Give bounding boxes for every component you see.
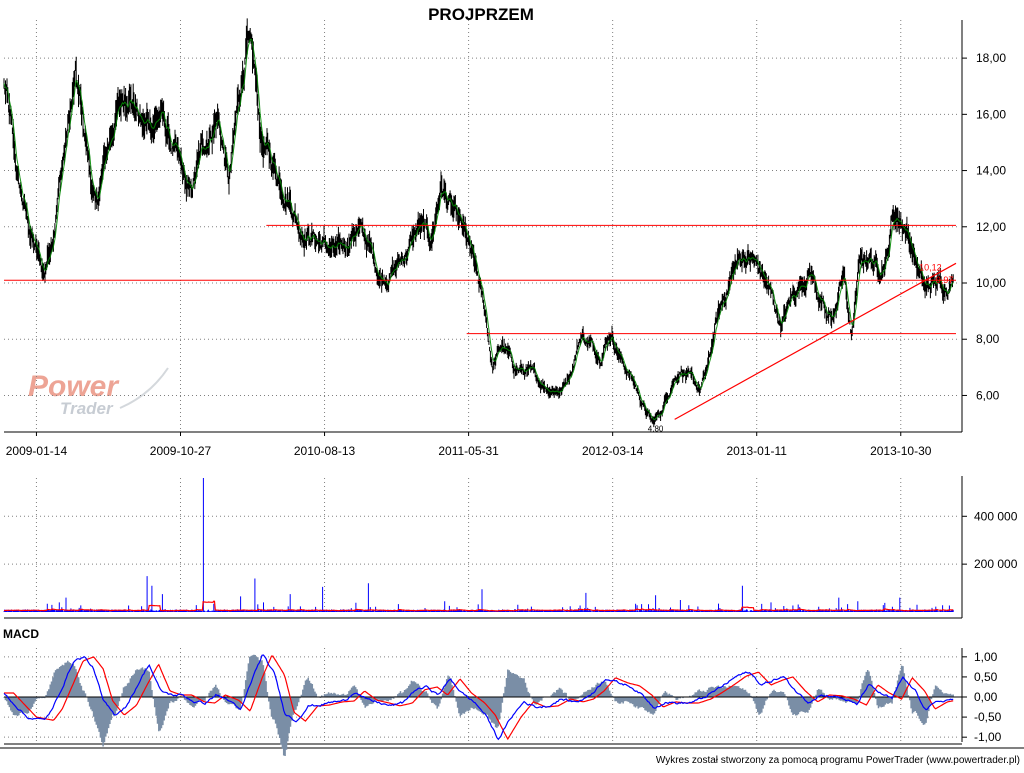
- volume-ytick-label: 400 000: [974, 509, 1018, 523]
- macd-panel-title: MACD: [3, 627, 39, 641]
- chart-title: PROJPRZEM: [428, 5, 534, 24]
- price-min-label: 4,80: [648, 425, 664, 434]
- volume-bars: [3, 478, 954, 612]
- price-last-label: 10,12: [919, 262, 942, 272]
- price-xtick-label: 2009-10-27: [150, 444, 212, 458]
- watermark-logo: Power Trader: [28, 367, 169, 418]
- footer-credit: Wykres został stworzony za pomocą progra…: [656, 755, 1020, 766]
- price-ytick-label: 12,00: [976, 220, 1006, 234]
- price-last-label: 9,97: [936, 275, 954, 285]
- price-xtick-label: 2013-10-30: [870, 444, 932, 458]
- volume-average-line: [3, 600, 954, 612]
- price-bars: [3, 18, 954, 428]
- watermark-swoosh: [119, 367, 169, 409]
- macd-ytick-label: -1,00: [974, 730, 1002, 744]
- price-ytick-label: 8,00: [976, 332, 1000, 346]
- price-xtick-label: 2012-03-14: [582, 444, 644, 458]
- watermark-trader: Trader: [60, 399, 114, 418]
- volume-bar-path: [3, 478, 954, 612]
- price-ytick-label: 10,00: [976, 276, 1006, 290]
- price-xtick-label: 2011-05-31: [438, 444, 499, 458]
- macd-ytick-label: 0,50: [974, 670, 998, 684]
- macd-lines: [3, 654, 962, 756]
- price-ytick-label: 6,00: [976, 388, 1000, 402]
- price-ytick-label: 16,00: [976, 107, 1006, 121]
- watermark-power: Power: [28, 370, 120, 403]
- price-ytick-label: 18,00: [976, 51, 1006, 65]
- price-ohlc-bars: [3, 18, 954, 428]
- grid-lines: [4, 20, 958, 742]
- macd-ytick-label: 1,00: [974, 650, 998, 664]
- macd-line: [3, 654, 954, 741]
- price-ytick-label: 14,00: [976, 164, 1006, 178]
- macd-ytick-label: 0,00: [974, 690, 998, 704]
- price-xtick-label: 2013-01-11: [726, 444, 787, 458]
- macd-ytick-label: -0,50: [974, 710, 1002, 724]
- trend-line: [674, 262, 957, 420]
- price-xtick-label: 2010-08-13: [294, 444, 356, 458]
- price-trend-line: [3, 38, 954, 421]
- volume-ytick-label: 200 000: [974, 557, 1018, 571]
- price-xtick-label: 2009-01-14: [6, 444, 68, 458]
- macd-signal-line: [4, 655, 954, 741]
